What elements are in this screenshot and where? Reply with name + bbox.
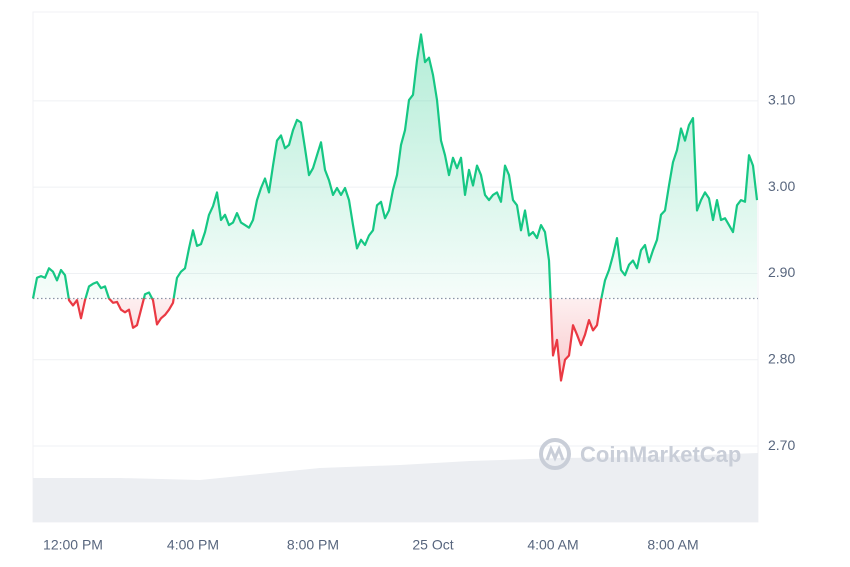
x-tick-label: 4:00 AM xyxy=(527,537,578,553)
y-tick-label: 3.10 xyxy=(768,92,795,108)
marks xyxy=(31,33,759,382)
volume-area xyxy=(33,453,758,522)
y-tick-label: 3.00 xyxy=(768,178,795,194)
x-tick-label: 12:00 PM xyxy=(43,537,103,553)
x-tick-label: 8:00 PM xyxy=(287,537,339,553)
watermark-logo xyxy=(539,438,571,470)
y-tick-label: 2.90 xyxy=(768,264,795,280)
x-tick-label: 4:00 PM xyxy=(167,537,219,553)
area xyxy=(33,34,757,381)
price-line xyxy=(31,33,759,382)
x-tick-label: 25 Oct xyxy=(412,537,453,553)
labels: 2.70 2.80 2.90 3.00 3.10 12:00 PM 4:00 PM 8:00 … xyxy=(43,92,795,553)
x-tick-label: 8:00 AM xyxy=(647,537,698,553)
y-tick-label: 2.80 xyxy=(768,350,795,366)
watermark: CoinMarketCap xyxy=(539,438,741,470)
watermark-text: CoinMarketCap xyxy=(580,442,741,467)
watermark-logo-mark xyxy=(545,444,565,462)
y-tick-label: 2.70 xyxy=(768,437,795,453)
